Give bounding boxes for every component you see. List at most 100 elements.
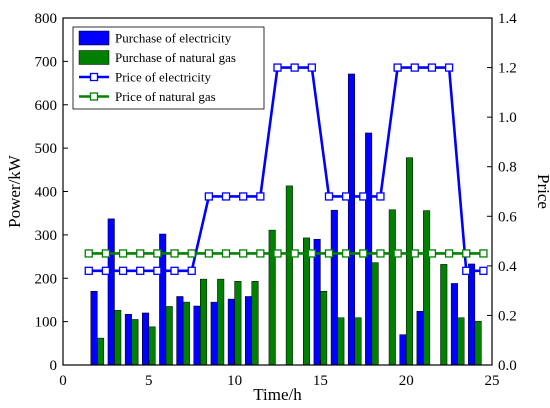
y-right-tick-label: 0.4 [498,259,517,275]
marker-gas-price-5 [170,249,179,258]
legend-label-price-of-natural-gas: Price of natural gas [115,89,216,104]
marker-electricity-price-12 [290,63,299,72]
marker-gas-price-4 [153,249,162,258]
x-tick-label: 15 [313,373,328,389]
bar-natural-gas-h21 [423,210,431,366]
marker-gas-price-13 [307,249,316,258]
marker-electricity-price-3 [136,266,145,275]
y-left-tick-label: 800 [35,11,58,27]
legend: Purchase of electricity Purchase of natur… [72,26,265,110]
bar-natural-gas-h6 [165,306,173,366]
marker-gas-price-8 [221,249,231,258]
marker-electricity-price-23 [479,266,488,275]
marker-gas-price-9 [239,249,248,258]
marker-electricity-price-9 [239,192,248,201]
bar-natural-gas-h3 [114,310,122,366]
marker-gas-price-12 [290,249,299,258]
bar-electricity-h4 [124,314,132,366]
marker-electricity-price-11 [273,63,282,72]
bar-electricity-h24 [468,263,476,366]
bar-natural-gas-h24 [474,320,482,366]
marker-gas-price-2 [118,249,128,258]
y-left-tick-label: 700 [35,54,58,70]
marker-electricity-price-4 [153,266,162,275]
bar-electricity-h7 [176,296,184,366]
marker-gas-price-19 [410,249,419,258]
y-left-tick-label: 500 [35,141,58,157]
lines-layer [84,63,488,275]
y-left-tick-label: 0 [50,358,58,374]
y-right-tick-label: 0.8 [498,160,517,176]
ticks-layer: 0 5 10 15 20 25 0 100 200 300 400 500 600 700 800 0.0 0.… [35,11,518,389]
marker-gas-price-6 [187,249,196,258]
legend-label-purchase-of-electricity: Purchase of electricity [115,31,232,46]
bar-natural-gas-h9 [217,278,225,366]
marker-gas-price-16 [359,249,368,258]
marker-electricity-price-7 [204,192,214,201]
marker-electricity-price-20 [427,63,437,72]
y-right-tick-label: 0.2 [498,308,517,324]
marker-gas-price-1 [101,249,111,258]
marker-electricity-price-22 [462,266,471,275]
bar-natural-gas-h10 [234,281,242,366]
x-tick-label: 5 [145,373,153,389]
marker-electricity-price-16 [359,192,368,201]
legend-swatch-purchase-of-natural-gas [78,50,110,65]
marker-electricity-price-19 [410,63,419,72]
bar-electricity-h15 [313,238,321,366]
bar-natural-gas-h19 [388,209,396,366]
bar-natural-gas-h23 [457,317,465,366]
bar-electricity-h23 [450,283,458,366]
bar-natural-gas-h22 [440,264,448,366]
bar-natural-gas-h17 [354,317,362,366]
marker-gas-price-23 [479,249,488,258]
bar-natural-gas-h7 [182,301,190,366]
bar-electricity-h21 [416,310,424,366]
marker-electricity-price-8 [221,192,231,201]
y-left-tick-label: 100 [35,315,58,331]
bar-natural-gas-h2 [97,337,105,366]
marker-gas-price-18 [393,249,402,258]
legend-label-purchase-of-natural-gas: Purchase of natural gas [115,50,236,65]
x-tick-label: 0 [59,373,67,389]
marker-electricity-price-18 [393,63,402,72]
legend-swatch-purchase-of-electricity [78,30,110,46]
marker-gas-price-22 [462,249,471,258]
marker-gas-price-0 [84,249,93,258]
y-axis-right-title: Price [534,174,550,209]
bar-electricity-h20 [399,334,407,366]
bar-electricity-h16 [330,209,338,366]
bar-natural-gas-h8 [200,278,208,366]
marker-electricity-price-2 [118,266,128,275]
y-right-tick-label: 1.2 [498,61,517,77]
marker-electricity-price-14 [324,192,334,201]
marker-gas-price-7 [204,249,214,258]
bar-electricity-h5 [142,312,150,366]
marker-electricity-price-0 [84,266,93,275]
legend-marker-price-of-natural-gas [89,92,99,101]
legend-marker-price-of-electricity [89,72,99,82]
bar-electricity-h18 [365,132,373,366]
marker-electricity-price-17 [376,192,385,201]
marker-electricity-price-5 [170,266,179,275]
marker-electricity-price-6 [187,266,196,275]
y-right-tick-label: 0.0 [498,358,517,374]
marker-gas-price-21 [444,249,454,258]
marker-electricity-price-15 [341,192,351,201]
marker-electricity-price-21 [444,63,454,72]
bar-natural-gas-h16 [337,317,345,366]
y-left-tick-label: 600 [35,98,58,114]
bar-natural-gas-h5 [148,326,156,366]
y-left-tick-label: 400 [35,185,58,201]
y-right-tick-label: 0.6 [498,209,517,225]
marker-gas-price-15 [341,249,351,258]
marker-electricity-price-1 [101,266,111,275]
bar-electricity-h8 [193,305,201,366]
bar-natural-gas-h11 [251,281,259,366]
bar-electricity-h9 [210,301,218,366]
bar-natural-gas-h18 [371,262,379,366]
marker-gas-price-11 [273,249,282,258]
y-left-tick-label: 300 [35,228,58,244]
marker-gas-price-10 [256,249,265,258]
